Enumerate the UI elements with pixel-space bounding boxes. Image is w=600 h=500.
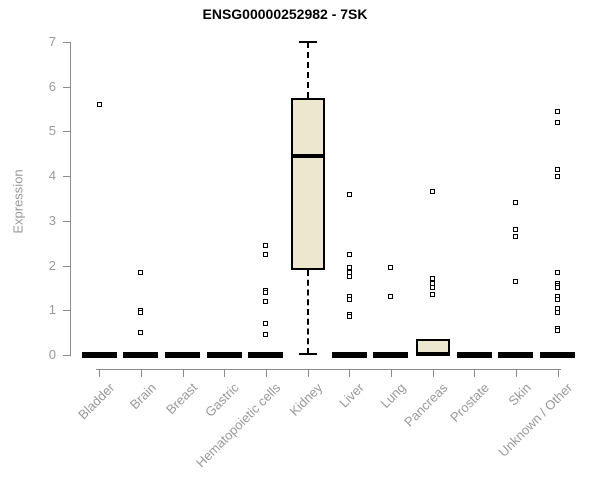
zero-bar [456,352,492,358]
x-tick [140,370,142,377]
zero-bar [248,352,284,358]
y-tick [63,265,70,267]
x-tick-label: Pancreas [400,380,451,430]
zero-bar [331,352,367,358]
outlier-point [555,166,561,172]
outlier-point [263,289,269,295]
median-line [290,154,325,159]
x-tick [224,370,226,377]
y-tick-label: 0 [48,347,56,362]
outlier-point [263,321,269,327]
y-tick-label: 6 [48,78,56,94]
outlier-point [346,274,352,280]
y-tick [63,86,70,88]
outlier-point [346,314,352,320]
x-tick-label: Lung [377,380,409,412]
x-tick-label: Bladder [74,380,117,423]
x-tick-label: Gastric [202,380,242,420]
outlier-point [263,242,269,248]
x-tick-label: Brain [126,380,159,413]
y-tick-label: 5 [48,123,56,139]
x-axis-line [96,369,561,370]
x-tick-label: Breast [163,380,201,418]
x-tick [390,370,392,377]
outlier-point [555,119,561,125]
x-tick-label: Skin [505,380,534,409]
outlier-point [346,251,352,257]
x-tick [182,370,184,377]
y-tick [63,310,70,312]
outlier-point [263,298,269,304]
y-tick [63,220,70,222]
outlier-point [263,332,269,338]
whisker-cap-upper [298,41,317,43]
y-tick-label: 7 [48,34,56,49]
x-tick-label: Prostate [447,380,492,425]
outlier-point [555,296,561,302]
box [290,97,325,271]
y-tick-label: 2 [48,257,56,273]
outlier-point [430,285,436,291]
y-tick [63,42,70,43]
outlier-point [388,265,394,271]
zero-bar [540,352,576,358]
outlier-point [346,296,352,302]
zero-bar [206,352,242,358]
outlier-point [430,189,436,195]
outlier-point [513,234,519,239]
y-tick-label: 3 [48,212,56,228]
y-tick [63,355,70,356]
outlier-point [96,102,102,108]
x-tick [432,370,434,377]
whisker-upper [306,42,309,98]
whisker-cap-lower [298,353,317,356]
x-tick-label: Kidney [286,380,326,419]
chart-title: ENSG00000252982 - 7SK [202,6,368,22]
x-tick [557,370,559,377]
y-tick [63,131,70,133]
x-tick [474,370,476,377]
y-tick-label: 4 [48,168,56,184]
outlier-point [138,269,144,275]
zero-bar [373,352,409,358]
outlier-point [346,191,352,197]
outlier-point [555,173,561,179]
median-line [415,352,450,357]
zero-bar [123,352,159,358]
outlier-point [555,310,561,316]
outlier-point [555,285,561,291]
y-axis-label: Expression [10,169,26,234]
outlier-point [555,327,561,333]
outlier-point [388,294,394,300]
zero-bar [165,352,201,358]
x-tick [307,370,309,377]
x-tick-label: Unknown / Other [495,380,576,460]
whisker-lower [306,270,309,355]
outlier-point [513,200,519,206]
x-tick [99,370,101,377]
outlier-point [513,278,519,284]
x-tick [349,370,351,377]
zero-bar [498,352,534,358]
x-tick-label: Liver [336,380,367,411]
y-tick-label: 1 [48,302,56,318]
outlier-point [138,330,144,336]
outlier-point [263,251,269,257]
y-axis-line [70,42,71,356]
outlier-point [430,292,436,298]
x-tick [515,370,517,377]
outlier-point [513,227,519,233]
x-tick [265,370,267,377]
y-tick [63,176,70,178]
outlier-point [555,108,561,114]
outlier-point [555,269,561,275]
outlier-point [138,310,144,316]
zero-bar [81,352,117,358]
